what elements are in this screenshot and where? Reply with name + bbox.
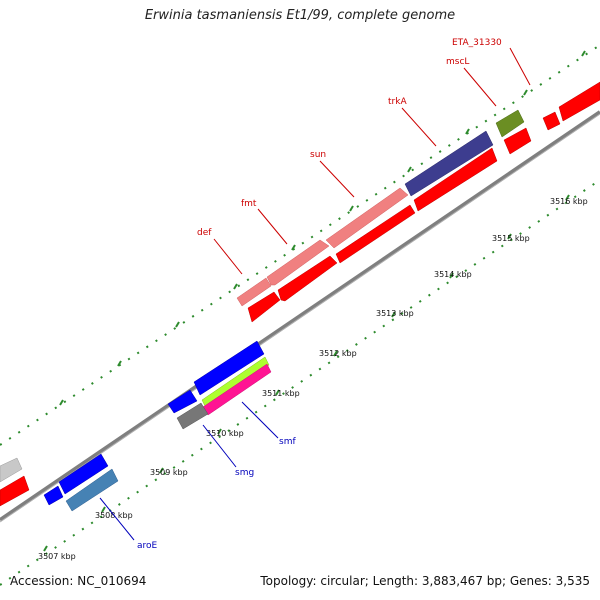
inner-major-ticks bbox=[43, 194, 570, 552]
tick-label-3515: 3515 kbp bbox=[492, 234, 530, 243]
gene-forward-5[interactable] bbox=[503, 127, 532, 155]
gene-forward-1[interactable] bbox=[247, 291, 281, 323]
red-label-leaders bbox=[213, 47, 531, 275]
gene-blue-left-large[interactable] bbox=[58, 453, 109, 495]
gene-def[interactable] bbox=[236, 277, 272, 307]
genome-summary-text: Topology: circular; Length: 3,883,467 bp… bbox=[260, 574, 590, 588]
label-def: def bbox=[197, 228, 212, 238]
outer-major-ticks bbox=[59, 50, 586, 406]
label-ETA-31330: ETA_31330 bbox=[452, 38, 502, 48]
gene-sun[interactable] bbox=[325, 187, 409, 249]
tick-label-3510: 3510 kbp bbox=[206, 429, 244, 438]
gene-smf-lime[interactable] bbox=[201, 356, 270, 409]
label-trkA: trkA bbox=[388, 97, 407, 107]
label-smf: smf bbox=[279, 437, 296, 447]
gene-mscL[interactable] bbox=[495, 109, 525, 138]
gene-left-gray[interactable] bbox=[0, 457, 23, 483]
gene-blue-large[interactable] bbox=[193, 340, 265, 396]
gene-forward-3[interactable] bbox=[335, 204, 416, 264]
accession-text: Accession: NC_010694 bbox=[10, 574, 147, 588]
gene-forward-4[interactable] bbox=[413, 147, 498, 212]
gene-trkA[interactable] bbox=[404, 130, 494, 197]
map-title: Erwinia tasmaniensis Et1/99, complete ge… bbox=[144, 8, 456, 23]
gene-blue-small[interactable] bbox=[167, 389, 198, 414]
label-sun: sun bbox=[310, 150, 326, 160]
blue-label-leaders bbox=[99, 401, 279, 541]
gene-forward-2[interactable] bbox=[277, 255, 338, 302]
gene-aroE[interactable] bbox=[65, 468, 119, 512]
gene-left-red[interactable] bbox=[0, 475, 30, 507]
gene-fmt[interactable] bbox=[266, 239, 330, 286]
gene-smg[interactable] bbox=[176, 402, 209, 430]
label-aroE: aroE bbox=[137, 541, 158, 551]
gene-ETA-31330[interactable] bbox=[542, 111, 561, 131]
gene-outer-right[interactable] bbox=[558, 81, 600, 122]
gene-blue-left-small[interactable] bbox=[43, 485, 64, 506]
outer-tick-ring bbox=[0, 44, 600, 446]
tick-label-3511: 3511 kbp bbox=[262, 389, 300, 398]
tick-label-3513: 3513 kbp bbox=[376, 309, 414, 318]
tick-label-3512: 3512 kbp bbox=[319, 349, 357, 358]
tick-label-3514: 3514 kbp bbox=[434, 270, 472, 279]
label-smg: smg bbox=[235, 468, 254, 478]
backbone-shadow bbox=[0, 113, 600, 523]
genome-backbone bbox=[0, 110, 600, 522]
label-mscL: mscL bbox=[446, 57, 469, 67]
tick-label-3516: 3516 kbp bbox=[550, 197, 588, 206]
label-fmt: fmt bbox=[241, 199, 257, 209]
tick-label-3509: 3509 kbp bbox=[150, 468, 188, 477]
tick-label-3507: 3507 kbp bbox=[38, 552, 76, 561]
